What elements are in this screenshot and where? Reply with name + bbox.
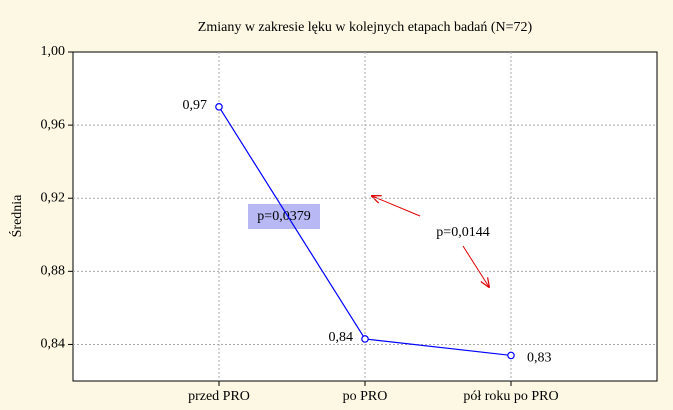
x-tick-label: po PRO [343,389,388,404]
y-tick-label: 0,92 [41,190,66,205]
y-tick-label: 1,00 [41,44,66,59]
chart-title: Zmiany w zakresie lęku w kolejnych etapa… [198,20,533,35]
annotation-highlight [248,204,320,229]
data-label: 0,97 [183,98,208,113]
annotation: p=0,0144 [436,225,489,240]
y-axis-label: Średnia [8,194,25,238]
data-point [507,351,515,360]
y-tick-label: 0,84 [41,337,66,352]
data-label: 0,84 [329,330,354,345]
x-tick-label: przed PRO [188,389,250,404]
y-tick-label: 0,88 [41,264,66,279]
y-tick-label: 0,96 [41,117,66,132]
data-point [215,103,223,111]
arrow [462,245,489,287]
data-point [361,335,369,343]
x-tick-label: pół roku po PRO [463,389,558,404]
data-label: 0,83 [527,351,552,366]
annotation: p=0,0379 [257,209,310,224]
arrow [372,196,421,217]
